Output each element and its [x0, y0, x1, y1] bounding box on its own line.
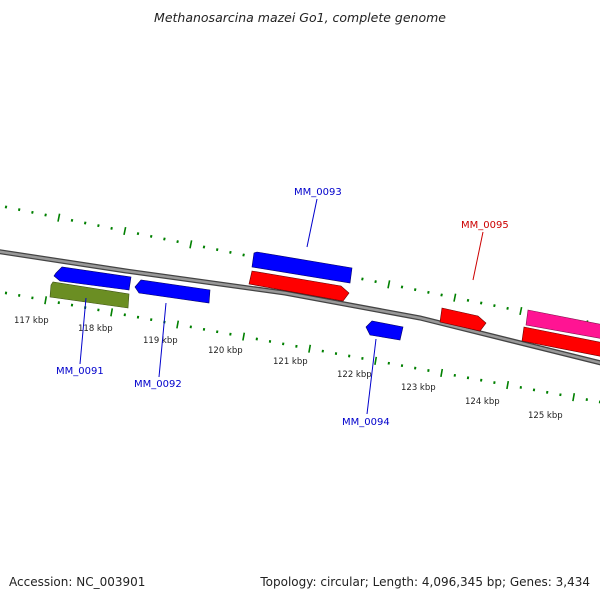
- gc-minor-tick: [506, 306, 509, 310]
- gc-major-tick: [57, 213, 61, 222]
- gene-mm0094-reverse-cds[interactable]: [365, 320, 404, 341]
- gene-label-leader: [79, 297, 87, 365]
- gc-major-tick: [189, 240, 193, 249]
- gc-major-tick: [110, 308, 114, 317]
- scale-tick-label: 121 kbp: [273, 357, 308, 367]
- gc-minor-tick: [229, 250, 232, 254]
- gc-minor-tick: [202, 245, 206, 249]
- gc-major-tick: [308, 344, 312, 353]
- gc-minor-tick: [83, 221, 87, 225]
- gene-mm0095-forward-cds[interactable]: [439, 307, 487, 332]
- gc-major-tick: [453, 293, 457, 302]
- footer-summary: Topology: circular; Length: 4,096,345 bp…: [259, 575, 590, 589]
- gene-label-leader: [366, 338, 377, 415]
- gene-labels: MM_0091 MM_0092 MM_0093 MM_0094 MM_0095: [56, 187, 509, 428]
- gc-minor-tick: [4, 205, 8, 209]
- gene-label[interactable]: MM_0095: [461, 220, 509, 231]
- map-title: Methanosarcina mazei Go1, complete genom…: [154, 10, 446, 25]
- footer-accession: Accession: NC_003901: [9, 575, 145, 589]
- gc-major-tick: [519, 306, 523, 316]
- gc-minor-tick: [479, 301, 483, 305]
- gc-major-tick: [506, 380, 510, 390]
- scale-tick-label: 123 kbp: [401, 383, 436, 393]
- gc-major-tick: [387, 280, 391, 289]
- gc-minor-tick: [176, 240, 179, 244]
- forward-cds-feature-edge[interactable]: [521, 326, 600, 357]
- gc-minor-tick: [493, 304, 496, 308]
- gc-minor-tick: [136, 232, 140, 236]
- gc-major-tick: [440, 368, 444, 378]
- scale-tick-label: 124 kbp: [465, 397, 500, 407]
- gc-major-tick: [374, 356, 378, 365]
- gene-label-leader: [158, 302, 167, 378]
- scale-tick-label: 125 kbp: [528, 411, 563, 421]
- gc-minor-tick: [374, 280, 377, 284]
- gc-major-tick: [572, 393, 576, 402]
- gc-minor-tick: [242, 253, 245, 257]
- gene-label-leader: [306, 198, 318, 248]
- gc-major-tick: [176, 320, 180, 329]
- gene-label[interactable]: MM_0094: [342, 417, 390, 428]
- gc-minor-tick: [163, 237, 166, 241]
- rna-feature[interactable]: [525, 309, 600, 339]
- gene-mm0093-reverse-cds[interactable]: [251, 251, 353, 284]
- gc-minor-tick: [44, 213, 47, 217]
- gc-minor-tick: [361, 277, 364, 281]
- gene-mm0093-forward-cds[interactable]: [248, 270, 350, 302]
- gc-major-tick: [44, 296, 48, 305]
- gc-minor-tick: [427, 290, 430, 294]
- gene-features: [49, 251, 600, 357]
- gene-mm0091-reverse-cds[interactable]: [53, 266, 132, 291]
- genome-backbone: [0, 249, 600, 366]
- gc-minor-tick: [215, 248, 219, 252]
- gc-minor-tick: [31, 210, 34, 214]
- scale-tick-label: 122 kbp: [337, 370, 372, 380]
- gene-mm0092-reverse-cds[interactable]: [134, 279, 211, 304]
- gene-label-leader: [472, 231, 484, 281]
- scale-tick-labels: 117 kbp 118 kbp 119 kbp 120 kbp 121 kbp 122 k…: [14, 316, 563, 421]
- gc-minor-tick: [17, 208, 21, 212]
- gc-major-tick: [123, 226, 127, 236]
- gc-minor-tick: [110, 226, 113, 230]
- gene-label[interactable]: MM_0092: [134, 379, 182, 390]
- scale-tick-label: 120 kbp: [208, 346, 243, 356]
- gc-minor-tick: [70, 218, 74, 222]
- gc-minor-tick: [97, 224, 100, 228]
- gc-minor-tick: [149, 234, 153, 238]
- gc-minor-tick: [400, 285, 404, 289]
- scale-tick-label: 117 kbp: [14, 316, 49, 326]
- backbone-line: [0, 250, 600, 365]
- gc-major-tick: [242, 332, 246, 341]
- gene-label[interactable]: MM_0093: [294, 187, 342, 198]
- inner-gc-ticks: [4, 291, 600, 404]
- gene-mm0091-companion[interactable]: [49, 281, 130, 309]
- gc-minor-tick: [413, 288, 417, 292]
- gc-minor-tick: [466, 298, 470, 302]
- scale-tick-label: 119 kbp: [143, 336, 178, 346]
- gc-minor-tick: [440, 293, 443, 297]
- scale-tick-label: 118 kbp: [78, 324, 113, 334]
- gene-label[interactable]: MM_0091: [56, 366, 104, 377]
